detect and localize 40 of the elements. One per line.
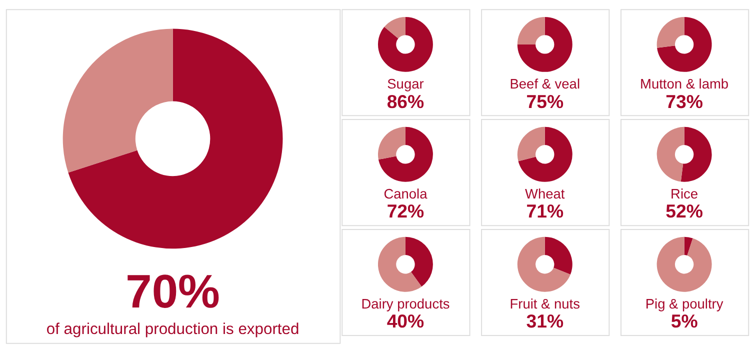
- donut-slice: [378, 236, 422, 292]
- donut-slice: [517, 16, 545, 44]
- donut-slice: [378, 126, 433, 182]
- text: 52%: [666, 200, 704, 222]
- text: Fruit & nuts: [510, 296, 580, 312]
- text: 86%: [386, 90, 425, 112]
- text: 40%: [386, 310, 425, 332]
- text: Pig & poultry: [645, 296, 724, 312]
- text: Dairy products: [361, 296, 450, 312]
- donut-slice: [68, 28, 283, 249]
- donut-slice: [656, 126, 684, 182]
- donut-slice: [518, 126, 572, 182]
- donut-slice: [63, 28, 173, 173]
- donut-slice: [680, 126, 712, 182]
- donut-slice: [517, 236, 570, 292]
- text: 72%: [386, 200, 425, 222]
- donut-slice: [684, 236, 693, 256]
- donut-slice: [384, 16, 406, 38]
- text: 31%: [526, 310, 564, 332]
- donut-slice: [656, 16, 684, 48]
- donut-slice: [517, 16, 572, 72]
- text: of agricultural production is exported: [46, 321, 300, 338]
- text: 70%: [126, 264, 220, 318]
- donut-slice: [405, 236, 433, 287]
- text: Beef & veal: [510, 76, 580, 92]
- text: Sugar: [387, 76, 424, 92]
- text: 71%: [526, 200, 564, 222]
- text: Mutton & lamb: [640, 76, 729, 92]
- donut-slice: [656, 236, 712, 292]
- donut-slice: [544, 236, 572, 274]
- text: 75%: [526, 90, 564, 112]
- text: Rice: [670, 186, 698, 202]
- text: Wheat: [525, 186, 565, 202]
- donut-slice: [657, 16, 712, 72]
- donut-slice: [517, 126, 545, 162]
- text: Canola: [384, 186, 428, 202]
- text: 5%: [670, 310, 698, 332]
- donut-slice: [378, 16, 433, 72]
- donut-slice: [378, 126, 406, 160]
- text: 73%: [666, 90, 704, 112]
